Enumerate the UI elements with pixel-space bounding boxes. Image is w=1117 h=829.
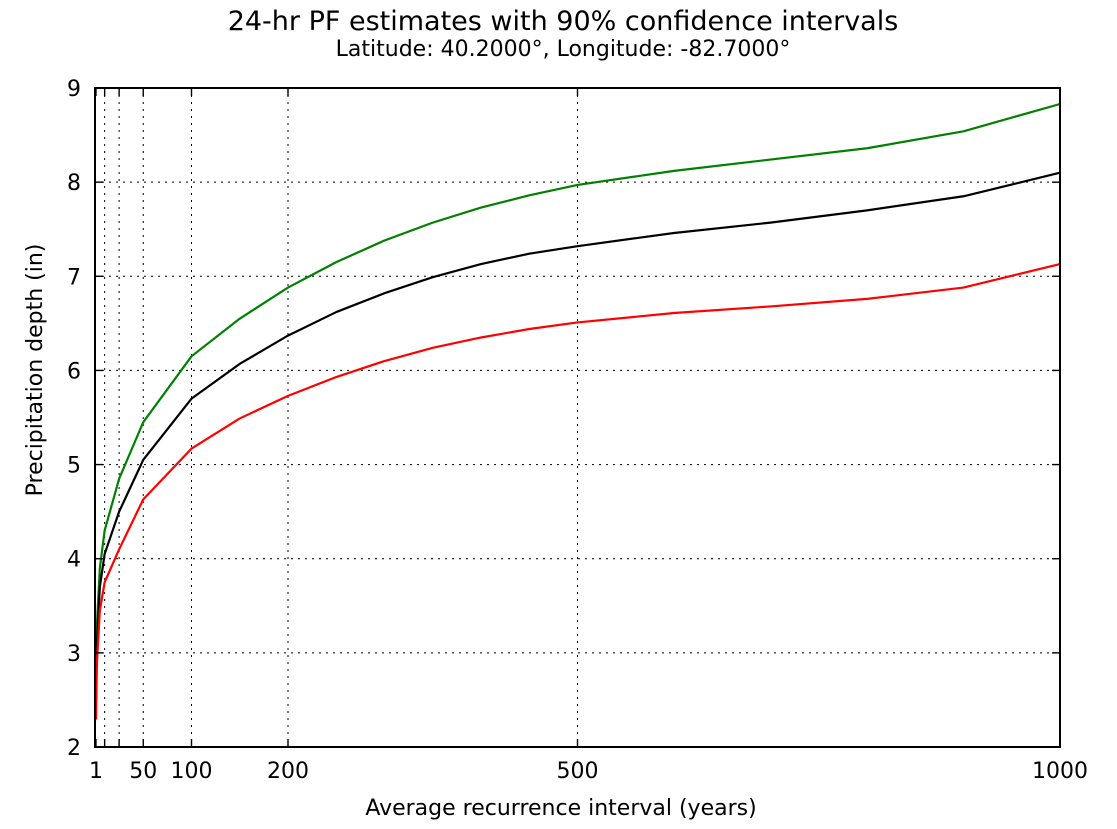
y-tick-label: 9 [67, 77, 81, 102]
x-tick-label: 100 [171, 759, 213, 784]
x-tick-label: 500 [557, 759, 599, 784]
series-line-1 [94, 102, 1062, 683]
y-tick-label: 6 [67, 359, 81, 384]
y-tick-label: 8 [67, 171, 81, 196]
y-tick-label: 2 [67, 736, 81, 761]
y-tick-label: 7 [67, 265, 81, 290]
axis-layer [94, 87, 1061, 748]
grid-layer [95, 88, 1060, 747]
series-layer [94, 102, 1062, 720]
x-axis-label: Average recurrence interval (years) [365, 796, 756, 821]
y-tick-label: 3 [67, 642, 81, 667]
x-tick-label: 1000 [1032, 759, 1088, 784]
chart-title: 24-hr PF estimates with 90% confidence i… [228, 6, 899, 37]
series-line-2 [94, 171, 1062, 702]
series-line-3 [94, 262, 1062, 720]
x-tick-label: 200 [267, 759, 309, 784]
y-tick-label: 4 [67, 548, 81, 573]
y-tick-label: 5 [67, 454, 81, 479]
y-axis-label: Precipitation depth (in) [23, 244, 48, 497]
chart-subtitle: Latitude: 40.2000°, Longitude: -82.7000° [336, 37, 791, 62]
x-tick-label: 1 [89, 759, 103, 784]
tick-label-layer: 1 50 100 200 500 1000 2 3 4 5 6 7 8 9 [67, 77, 1088, 784]
x-tick-label: 50 [129, 759, 157, 784]
